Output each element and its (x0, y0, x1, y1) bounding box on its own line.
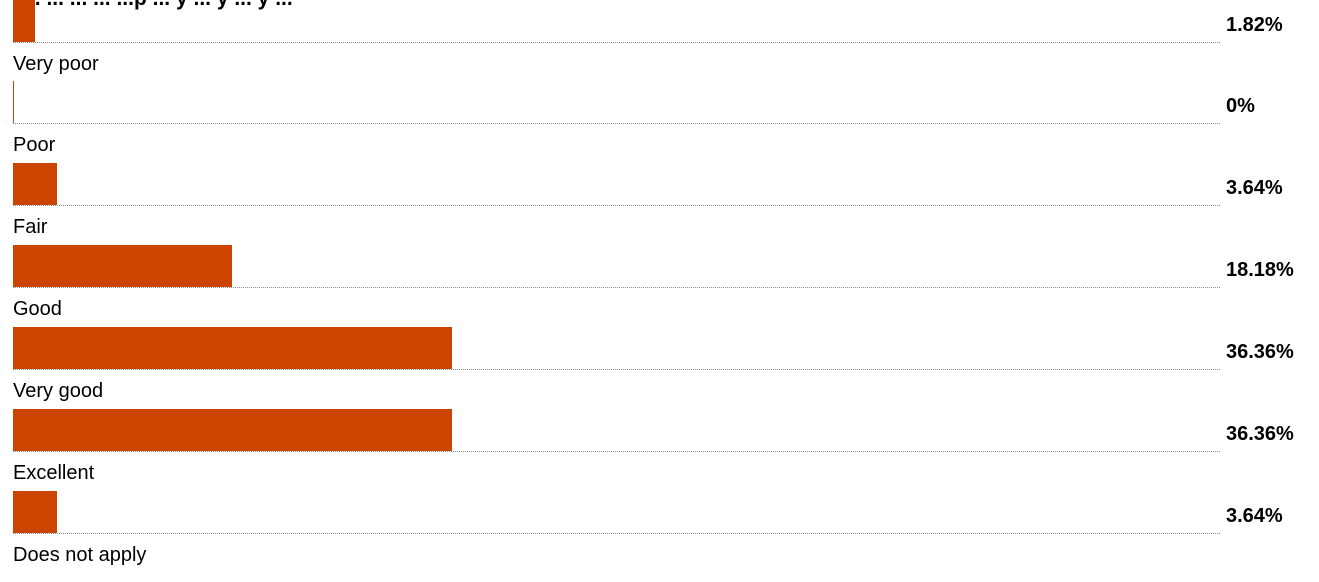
bar-track (13, 491, 1220, 533)
bar-value-label: 3.64% (1226, 505, 1283, 527)
bar-value-label: 36.36% (1226, 423, 1294, 445)
bar (13, 409, 452, 451)
bar-row: 1.82% Very poor (0, 0, 1319, 81)
bar-track (13, 163, 1220, 205)
bar-track (13, 81, 1220, 123)
dotted-rule (13, 42, 1220, 43)
bar-row: 18.18% Good (0, 245, 1319, 326)
dotted-rule (13, 451, 1220, 452)
bar-value-label: 0% (1226, 95, 1255, 117)
bar (13, 163, 57, 205)
bar-track (13, 0, 1220, 42)
chart-title: y... ... ... ... ...p ... y ... y ... y … (13, 0, 293, 11)
dotted-rule (13, 205, 1220, 206)
category-label: Does not apply (13, 544, 147, 566)
bar (13, 245, 233, 287)
bar-track (13, 327, 1220, 369)
bar-track (13, 245, 1220, 287)
bar-row: 0% Poor (0, 81, 1319, 162)
bar-row: 3.64% Does not apply (0, 491, 1319, 572)
dotted-rule (13, 123, 1220, 124)
dotted-rule (13, 369, 1220, 370)
category-label: Poor (13, 134, 56, 156)
dotted-rule (13, 533, 1220, 534)
category-label: Very good (13, 380, 104, 402)
category-label: Very poor (13, 53, 99, 75)
bar-row: 36.36% Very good (0, 327, 1319, 408)
category-label: Excellent (13, 462, 95, 484)
bar-value-label: 1.82% (1226, 14, 1283, 36)
dotted-rule (13, 287, 1220, 288)
bar-value-label: 18.18% (1226, 259, 1294, 281)
bar-track (13, 409, 1220, 451)
bar (13, 0, 35, 42)
category-label: Good (13, 298, 62, 320)
bar-row: 36.36% Excellent (0, 409, 1319, 490)
bar (13, 81, 14, 123)
bar-row: 3.64% Fair (0, 163, 1319, 244)
bar (13, 491, 57, 533)
bar-value-label: 3.64% (1226, 177, 1283, 199)
bar-value-label: 36.36% (1226, 341, 1294, 363)
category-label: Fair (13, 216, 48, 238)
bar (13, 327, 452, 369)
